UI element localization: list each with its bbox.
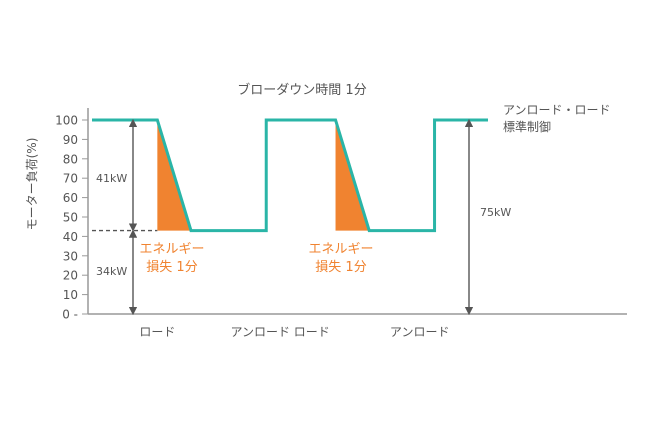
y-tick-label: 70 (63, 172, 78, 186)
legend-label-line2: 標準制御 (503, 119, 551, 134)
series-line (92, 118, 488, 233)
energy-loss-areas (157, 120, 370, 231)
y-axis-label: モーター負荷(%) (25, 138, 39, 231)
y-tick-label: 90 (63, 133, 78, 147)
legend-label-line1: アンロード・ロード (503, 103, 611, 117)
range-label-lower: 34kW (96, 265, 127, 278)
range-arrows (128, 118, 474, 316)
range-label-full: 75kW (480, 206, 511, 219)
chart-title: ブローダウン時間 1分 (237, 82, 366, 98)
x-category-label: ロード (139, 325, 175, 339)
y-tick-label: 60 (63, 191, 78, 205)
x-category-labels: ロード アンロード ロード アンロード (139, 325, 449, 339)
range-label-upper: 41kW (96, 172, 127, 185)
y-tick-label: 80 (63, 152, 78, 166)
y-ticks: 0 - 10 20 30 40 50 60 70 80 90 100 (55, 114, 88, 322)
y-tick-label: 40 (63, 230, 78, 244)
x-category-label: アンロード (231, 325, 291, 339)
x-category-label: アンロード (390, 325, 450, 339)
energy-loss-label-2-line2: 損失 1分 (315, 260, 366, 275)
load-series (92, 118, 488, 233)
axes (87, 108, 627, 315)
x-category-label: ロード (294, 325, 330, 339)
y-tick-label: 10 (63, 288, 78, 302)
energy-loss-label-2-line1: エネルギー (308, 242, 373, 257)
y-tick-label: 50 (63, 211, 78, 225)
y-tick-label: 20 (63, 269, 78, 283)
energy-loss-label-1-line2: 損失 1分 (146, 260, 197, 275)
y-tick-label: 0 - (62, 308, 78, 322)
energy-loss-label-1-line1: エネルギー (139, 242, 204, 257)
y-tick-label: 100 (55, 114, 78, 128)
y-tick-label: 30 (63, 249, 78, 263)
